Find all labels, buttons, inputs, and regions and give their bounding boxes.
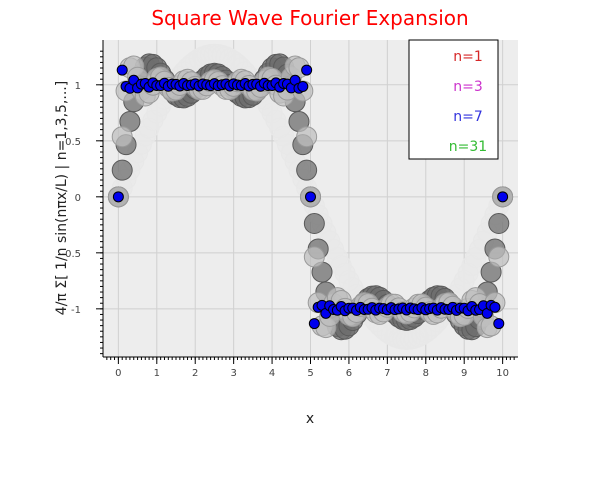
y-axis-ticks: 1 0.5 0 -0.5 -1: [61, 81, 103, 316]
series-layer: [107, 43, 514, 350]
x-axis-title: x: [306, 411, 314, 427]
y-tick-label: -1: [71, 305, 81, 316]
x-tick-label: 4: [269, 368, 275, 379]
data-point: [111, 159, 133, 181]
data-point: [303, 212, 325, 234]
legend-entry: n=7: [453, 109, 483, 125]
x-tick-label: 7: [384, 368, 390, 379]
x-tick-label: 1: [154, 368, 160, 379]
x-tick-label: 5: [307, 368, 313, 379]
legend-entry: n=1: [453, 49, 483, 65]
legend-entry: n=3: [453, 79, 483, 95]
data-point: [112, 191, 124, 203]
y-tick-label: 0: [75, 193, 81, 204]
x-tick-label: 3: [230, 368, 236, 379]
data-point: [111, 126, 133, 148]
x-tick-label: 0: [115, 368, 121, 379]
data-point: [296, 126, 318, 148]
data-point: [493, 318, 505, 330]
x-tick-label: 2: [192, 368, 198, 379]
data-point: [488, 246, 510, 268]
x-tick-label: 10: [496, 368, 509, 379]
x-tick-label: 6: [346, 368, 352, 379]
data-point: [489, 301, 501, 313]
series-n-31: [112, 64, 509, 330]
y-axis-title: 4/π Σ[ 1/n sin(nπx/L) | n=1,3,5,...]: [54, 81, 70, 315]
y-tick-label: 0.5: [65, 137, 81, 148]
data-point: [305, 191, 316, 203]
data-point: [488, 212, 510, 234]
data-point: [297, 80, 309, 92]
data-point: [497, 191, 509, 203]
data-point: [303, 246, 325, 268]
legend-entry: n=31: [449, 139, 487, 155]
chart-title: Square Wave Fourier Expansion: [151, 6, 468, 30]
x-axis-ticks: 0 1 2 3 4 5 6 7 8 9 10: [115, 357, 509, 379]
x-tick-label: 9: [461, 368, 467, 379]
x-tick-label: 8: [423, 368, 429, 379]
y-tick-label: -0.5: [61, 249, 81, 260]
legend-box: [408, 39, 499, 160]
data-point: [308, 318, 320, 330]
data-point: [296, 159, 318, 181]
data-point: [301, 64, 313, 76]
y-tick-label: 1: [75, 81, 81, 92]
legend: n=1 n=3 n=7 n=31: [408, 39, 499, 160]
data-point: [116, 64, 128, 76]
